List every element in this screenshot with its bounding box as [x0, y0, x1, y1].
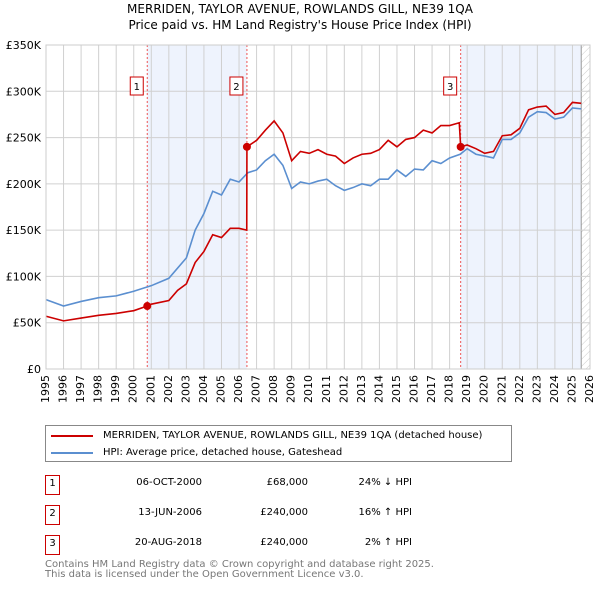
x-tick-label: 1997 — [74, 375, 87, 403]
sale-row: 2 13-JUN-2006 £240,000 16% ↑ HPI — [45, 505, 465, 525]
footer-line-1: Contains HM Land Registry data © Crown c… — [45, 559, 434, 570]
sale-date: 13-JUN-2006 — [138, 507, 202, 518]
x-tick-label: 2025 — [565, 375, 578, 403]
footer: Contains HM Land Registry data © Crown c… — [45, 560, 434, 580]
sale-price: £240,000 — [260, 507, 308, 518]
sale-point — [143, 302, 152, 311]
plot-border — [45, 44, 591, 370]
sale-point — [242, 142, 251, 151]
legend-label-price: MERRIDEN, TAYLOR AVENUE, ROWLANDS GILL, … — [103, 430, 483, 441]
y-tick-label: £100K — [6, 270, 42, 283]
x-tick-label: 2024 — [548, 375, 561, 403]
x-tick-label: 2000 — [127, 375, 140, 403]
y-tick-label: £150K — [6, 224, 42, 237]
sale-label-box — [443, 76, 458, 96]
sale-row: 3 20-AUG-2018 £240,000 2% ↑ HPI — [45, 535, 465, 555]
x-tick-label: 2011 — [320, 375, 333, 403]
x-tick-label: 1996 — [57, 375, 70, 403]
sale-hpi: 24% ↓ HPI — [358, 477, 412, 488]
y-tick-label: £0 — [27, 363, 41, 376]
x-tick-label: 2015 — [390, 375, 403, 403]
shaded-region — [147, 45, 247, 369]
y-tick-label: £200K — [6, 178, 42, 191]
x-tick-label: 2014 — [372, 375, 385, 403]
hpi-line — [45, 107, 582, 307]
x-tick-label: 2017 — [425, 375, 438, 403]
x-tick-label: 2002 — [162, 375, 175, 403]
sale-marker: 1 — [45, 475, 60, 495]
sale-date: 06-OCT-2000 — [136, 477, 202, 488]
y-tick-label: £300K — [6, 85, 42, 98]
sale-label-box — [129, 76, 144, 96]
x-tick-label: 2019 — [460, 375, 473, 403]
x-tick-label: 2001 — [144, 375, 157, 403]
x-tick-label: 2022 — [513, 375, 526, 403]
sale-price: £240,000 — [260, 537, 308, 548]
x-tick-label: 2008 — [267, 375, 280, 403]
x-tick-label: 2006 — [232, 375, 245, 403]
sale-date: 20-AUG-2018 — [134, 537, 202, 548]
x-tick-label: 2018 — [443, 375, 456, 403]
x-tick-label: 2021 — [495, 375, 508, 403]
x-tick-label: 2009 — [285, 375, 298, 403]
plot-area: 1995 1996 1997 1998 1999 2000 2001 2002 2003 2004… — [6, 39, 596, 403]
x-tick-label: 2005 — [214, 375, 227, 403]
sale-row: 1 06-OCT-2000 £68,000 24% ↓ HPI — [45, 475, 465, 495]
sale-point — [456, 142, 465, 151]
footer-line-2: This data is licensed under the Open Gov… — [45, 569, 364, 580]
x-tick-label: 2016 — [408, 375, 421, 403]
sale-marker: 2 — [45, 505, 60, 525]
sale-label: 3 — [447, 82, 453, 93]
legend-swatch-hpi — [51, 451, 93, 454]
legend: MERRIDEN, TAYLOR AVENUE, ROWLANDS GILL, … — [45, 425, 512, 462]
legend-swatch-price — [51, 434, 93, 437]
x-tick-label: 2026 — [583, 375, 596, 403]
x-tick-label: 1999 — [109, 375, 122, 403]
sale-label: 2 — [233, 82, 239, 93]
price-line — [45, 101, 582, 322]
x-tick-label: 2004 — [197, 375, 210, 403]
sale-hpi: 16% ↑ HPI — [358, 507, 412, 518]
sale-price: £68,000 — [266, 477, 308, 488]
x-tick-label: 2003 — [179, 375, 192, 403]
sale-label: 1 — [134, 82, 140, 93]
sale-hpi: 2% ↑ HPI — [364, 537, 412, 548]
y-tick-label: £250K — [6, 132, 42, 145]
x-tick-label: 2020 — [478, 375, 491, 403]
x-tick-label: 1995 — [39, 375, 52, 403]
legend-label-hpi: HPI: Average price, detached house, Gate… — [103, 447, 343, 458]
y-tick-label: £50K — [13, 317, 42, 330]
chart-title: MERRIDEN, TAYLOR AVENUE, ROWLANDS GILL, … — [127, 2, 473, 16]
hatched-forecast-region — [581, 45, 590, 369]
x-tick-label: 2013 — [355, 375, 368, 403]
sale-label-box — [229, 76, 244, 96]
sale-marker: 3 — [45, 535, 60, 555]
x-tick-label: 2010 — [302, 375, 315, 403]
shaded-region — [460, 45, 582, 369]
x-tick-label: 2023 — [530, 375, 543, 403]
x-tick-label: 2012 — [337, 375, 350, 403]
chart-subtitle: Price paid vs. HM Land Registry's House … — [128, 18, 472, 32]
x-tick-label: 2007 — [250, 375, 263, 403]
x-tick-label: 1998 — [92, 375, 105, 403]
y-tick-label: £350K — [6, 39, 42, 52]
